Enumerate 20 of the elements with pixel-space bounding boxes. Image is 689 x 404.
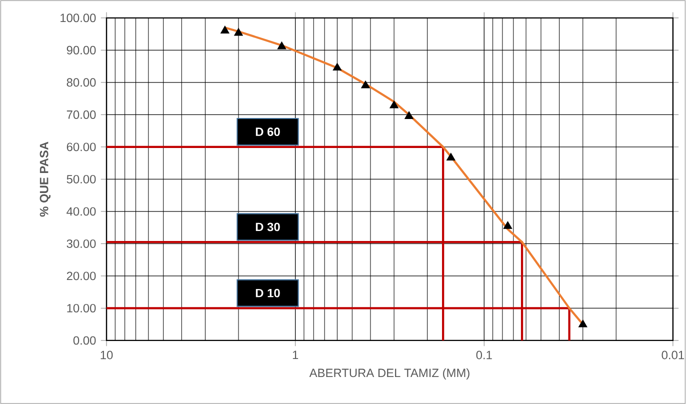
y-tick-label: 50.00 <box>66 174 96 184</box>
y-tick-label: 0.00 <box>73 336 96 345</box>
y-axis-title: % QUE PASA <box>40 142 51 217</box>
y-tick-label: 20.00 <box>66 272 96 280</box>
y-tick-label: 100.00 <box>60 14 96 22</box>
annotation: D 60 <box>256 127 280 136</box>
x-tick-label: 0.01 <box>662 350 684 360</box>
x-tick-label: 10 <box>100 350 113 360</box>
y-tick-label: 90.00 <box>66 46 96 54</box>
y-tick-label: 70.00 <box>66 110 96 119</box>
x-tick-label: 0.1 <box>476 350 492 360</box>
y-tick-label: 40.00 <box>66 207 96 216</box>
y-tick-label: 60.00 <box>66 142 96 152</box>
y-tick-label: 80.00 <box>66 78 96 87</box>
x-axis-title: ABERTURA DEL TAMIZ (MM) <box>309 368 470 380</box>
x-tick-label: 1 <box>292 350 298 359</box>
y-tick-label: 10.00 <box>67 304 96 312</box>
annotation: D 10 <box>256 288 280 298</box>
annotation: D 30 <box>256 222 280 232</box>
y-tick-label: 30.00 <box>66 239 96 248</box>
